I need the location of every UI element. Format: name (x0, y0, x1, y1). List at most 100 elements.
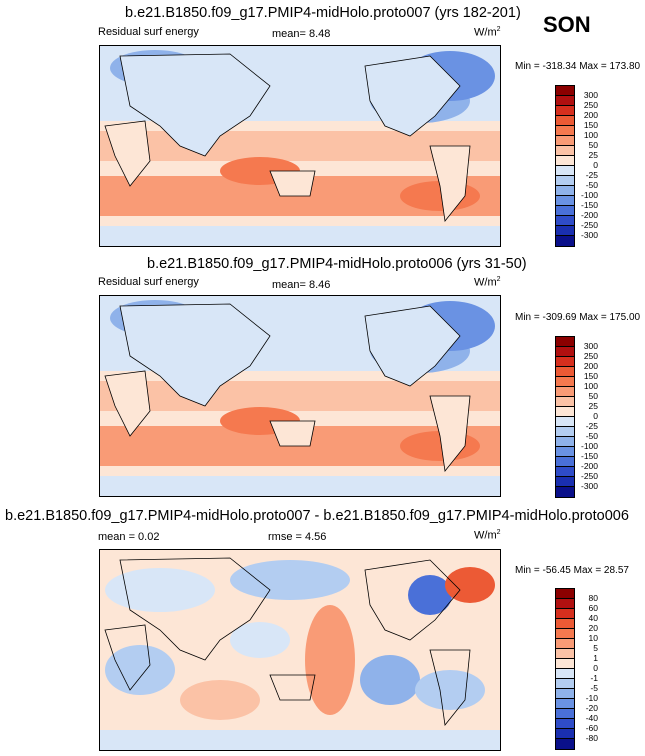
colorbar-tick-label: -5 (590, 683, 598, 693)
panel2-minmax: Min = -309.69 Max = 175.00 (515, 312, 641, 323)
colorbar-tick-label: -50 (585, 180, 598, 190)
colorbar-box (556, 186, 574, 196)
colorbar-tick-label: -60 (585, 723, 598, 733)
colorbar-tick-label: 0 (593, 663, 598, 673)
colorbar-box (556, 387, 574, 397)
colorbar-box (556, 427, 574, 437)
colorbar-box (556, 206, 574, 216)
colorbar-box (556, 417, 574, 427)
colorbar-tick-label: 20 (588, 623, 598, 633)
colorbar-box (556, 457, 574, 467)
colorbar-tick-label: -1 (590, 673, 598, 683)
colorbar-box (556, 367, 574, 377)
colorbar-tick-label: 200 (583, 361, 598, 371)
colorbar-tick-label: -50 (585, 431, 598, 441)
panel1-minmax: Min = -318.34 Max = 173.80 (515, 61, 641, 72)
panel3-map-field (100, 550, 500, 750)
colorbar-tick-label: -25 (585, 170, 598, 180)
colorbar-tick-label: 250 (583, 100, 598, 110)
colorbar-box (556, 659, 574, 669)
colorbar-box (556, 397, 574, 407)
colorbar-tick-label: 50 (588, 140, 598, 150)
panel2-map-field (100, 296, 500, 496)
colorbar-tick-label: 25 (588, 401, 598, 411)
colorbar-tick-label: 5 (593, 643, 598, 653)
colorbar-box (556, 166, 574, 176)
colorbar-box (556, 216, 574, 226)
colorbar-tick-label: 50 (588, 391, 598, 401)
colorbar-tick-label: 300 (583, 90, 598, 100)
colorbar-box (556, 447, 574, 457)
colorbar-tick-label: -250 (580, 471, 598, 481)
colorbar-tick-label: -150 (580, 451, 598, 461)
colorbar-tick-label: 40 (588, 613, 598, 623)
colorbar-box (556, 176, 574, 186)
colorbar-tick-label: -200 (580, 461, 598, 471)
colorbar-box (556, 196, 574, 206)
colorbar-tick-label: 150 (583, 371, 598, 381)
panel2-colorbar (555, 336, 575, 498)
colorbar-tick-label: 0 (593, 411, 598, 421)
colorbar-box (556, 609, 574, 619)
colorbar-tick-label: -200 (580, 210, 598, 220)
colorbar-box (556, 709, 574, 719)
colorbar-box (556, 96, 574, 106)
colorbar-box (556, 116, 574, 126)
colorbar-tick-label: -25 (585, 421, 598, 431)
colorbar-tick-label: -100 (580, 190, 598, 200)
colorbar-box (556, 357, 574, 367)
panel2-title: b.e21.B1850.f09_g17.PMIP4-midHolo.proto0… (147, 256, 527, 272)
panel3-map (99, 549, 501, 751)
panel1-map-field (100, 46, 500, 246)
colorbar-box (556, 599, 574, 609)
colorbar-box (556, 106, 574, 116)
panel3-title: b.e21.B1850.f09_g17.PMIP4-midHolo.proto0… (5, 508, 629, 524)
panel3-units: W/m2 (474, 529, 501, 542)
colorbar-box (556, 679, 574, 689)
colorbar-tick-label: 150 (583, 120, 598, 130)
colorbar-box (556, 629, 574, 639)
colorbar-tick-label: 250 (583, 351, 598, 361)
colorbar-tick-label: 300 (583, 341, 598, 351)
colorbar-box (556, 739, 574, 749)
colorbar-box (556, 407, 574, 417)
colorbar-tick-label: 25 (588, 150, 598, 160)
colorbar-tick-label: 1 (593, 653, 598, 663)
panel3-minmax: Min = -56.45 Max = 28.57 (515, 565, 629, 576)
colorbar-box (556, 126, 574, 136)
season-label: SON (543, 12, 591, 37)
colorbar-box (556, 467, 574, 477)
colorbar-box (556, 589, 574, 599)
colorbar-box (556, 649, 574, 659)
colorbar-tick-label: 200 (583, 110, 598, 120)
colorbar-box (556, 377, 574, 387)
colorbar-box (556, 639, 574, 649)
colorbar-tick-label: -150 (580, 200, 598, 210)
colorbar-box (556, 337, 574, 347)
colorbar-tick-label: 0 (593, 160, 598, 170)
colorbar-tick-label: 10 (588, 633, 598, 643)
colorbar-tick-label: -20 (585, 703, 598, 713)
panel3-rmse: rmse = 4.56 (268, 531, 327, 543)
colorbar-box (556, 669, 574, 679)
colorbar-tick-label: -10 (585, 693, 598, 703)
colorbar-tick-label: -300 (580, 230, 598, 240)
colorbar-tick-label: 60 (588, 603, 598, 613)
colorbar-box (556, 347, 574, 357)
panel2-variable-label: Residual surf energy (98, 276, 199, 288)
panel1-title: b.e21.B1850.f09_g17.PMIP4-midHolo.proto0… (125, 5, 521, 21)
panel1-map (99, 45, 501, 247)
colorbar-tick-label: -250 (580, 220, 598, 230)
colorbar-box (556, 156, 574, 166)
colorbar-box (556, 729, 574, 739)
colorbar-tick-label: 100 (583, 381, 598, 391)
colorbar-box (556, 477, 574, 487)
panel3-colorbar (555, 588, 575, 750)
panel2-map (99, 295, 501, 497)
colorbar-tick-label: -40 (585, 713, 598, 723)
colorbar-tick-label: 100 (583, 130, 598, 140)
panel1-colorbar (555, 85, 575, 247)
panel1-mean: mean= 8.48 (272, 28, 331, 40)
colorbar-box (556, 226, 574, 236)
colorbar-box (556, 437, 574, 447)
